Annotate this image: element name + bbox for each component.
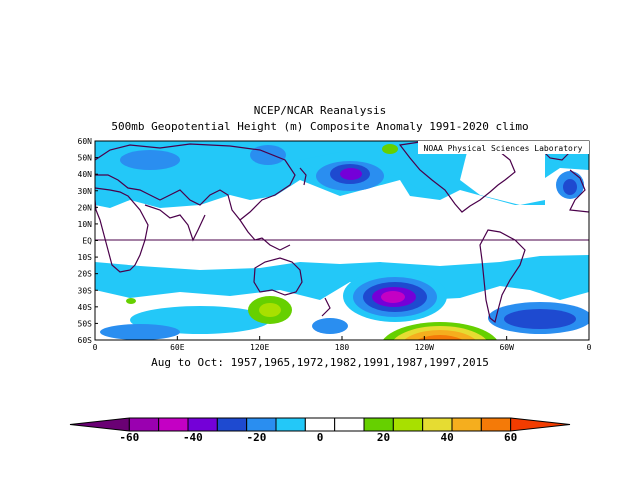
colorbar-label: -40 [183,431,203,444]
colorbar-cell [69,417,130,432]
title-line-2: 500mb Geopotential Height (m) Composite … [111,120,529,133]
colorbar-cell [422,417,453,432]
colorbar-cell [216,417,248,432]
colorbar-label: 20 [377,431,390,444]
lat-label: 40S [78,303,93,312]
credit-box [418,141,589,154]
lat-label: 10N [78,220,93,229]
colorbar-labels: -60 -40 -20 0 20 40 60 [119,431,517,444]
lat-label: EQ [82,237,92,246]
lat-label: 50S [78,319,93,328]
lat-label: 20N [78,203,93,212]
lon-label: 60E [170,343,185,352]
colorbar-label: 60 [504,431,517,444]
lon-label: 120W [415,343,434,352]
colorbar-cell [158,417,189,432]
lat-label: 10S [78,253,93,262]
lon-label: 60W [499,343,514,352]
nh-white-gap [300,152,440,190]
colorbar-label: -20 [247,431,267,444]
lat-label: 30S [78,286,93,295]
lon-label: 120E [250,343,269,352]
title-line-1: NCEP/NCAR Reanalysis [253,104,387,117]
lat-label: 20S [78,270,93,279]
colorbar-cell [363,417,394,432]
lat-label: 60N [78,137,93,146]
colorbar-cells [69,417,571,432]
colorbar-cell [510,417,571,432]
colorbar-label: 40 [440,431,453,444]
lon-label: 0 [93,343,98,352]
colorbar-cell [480,417,512,432]
credit-text: NOAA Physical Sciences Laboratory [424,144,583,153]
colorbar-label: -60 [119,431,139,444]
colorbar-cell [246,417,277,432]
map-field [95,141,589,340]
composite-subtitle: Aug to Oct: 1957,1965,1972,1982,1991,198… [151,356,489,369]
colorbar-cell [334,417,365,432]
lat-label: 60S [78,336,93,345]
longitude-labels: 0 60E 120E 180 120W 60W 0 [93,336,592,352]
colorbar-cell [187,417,218,432]
lat-label: 30N [78,187,93,196]
colorbar-cell [275,417,306,432]
latitude-labels: 60N 50N 40N 30N 20N 10N EQ 10S 20S 30S 40S 50S 60S [78,137,98,345]
colorbar-cell [128,417,160,432]
colorbar-cell [451,417,482,432]
lat-label: 40N [78,170,93,179]
lat-label: 50N [78,154,93,163]
atlantic-white [460,141,545,205]
colorbar-cell [392,417,424,432]
colorbar-label: 0 [317,431,324,444]
lon-label: 180 [335,343,350,352]
lon-label: 0 [587,343,592,352]
colorbar-cell [304,417,336,432]
